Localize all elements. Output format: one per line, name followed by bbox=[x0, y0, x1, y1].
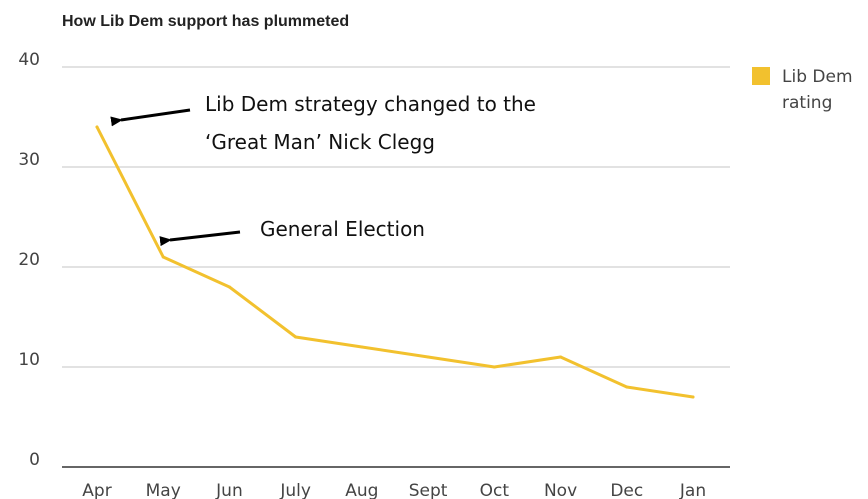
y-tick-label: 0 bbox=[29, 450, 40, 470]
x-tick-label: Nov bbox=[544, 481, 577, 499]
annotations: Lib Dem strategy changed to the ‘Great M… bbox=[110, 92, 536, 247]
data-point bbox=[691, 395, 695, 399]
x-tick-label: Jun bbox=[215, 481, 243, 499]
y-tick-label: 40 bbox=[18, 50, 40, 70]
data-point bbox=[625, 385, 629, 389]
annotation-arrow-election bbox=[159, 230, 241, 247]
annotation-arrow-strategy bbox=[110, 108, 191, 127]
data-point bbox=[360, 345, 364, 349]
annotation-strategy-line-1: Lib Dem strategy changed to the bbox=[205, 92, 536, 116]
x-tick-label: Sept bbox=[409, 481, 448, 499]
data-point bbox=[426, 355, 430, 359]
legend-label-line-2: rating bbox=[782, 93, 832, 113]
y-tick-label: 10 bbox=[18, 350, 40, 370]
x-tick-label: July bbox=[279, 481, 311, 499]
x-tick-label: Oct bbox=[480, 481, 510, 499]
legend-label-line-1: Lib Dem bbox=[782, 67, 853, 87]
x-tick-label: May bbox=[146, 481, 181, 499]
data-point bbox=[227, 285, 231, 289]
y-axis-ticks: 0 10 20 30 40 bbox=[18, 50, 40, 470]
series-line-lib-dem-rating bbox=[95, 125, 695, 399]
chart-title: How Lib Dem support has plummeted bbox=[62, 13, 349, 30]
grid-layer bbox=[62, 66, 730, 468]
y-tick-label: 20 bbox=[18, 250, 40, 270]
data-point bbox=[95, 125, 99, 129]
data-point bbox=[294, 335, 298, 339]
data-point bbox=[492, 365, 496, 369]
legend: Lib Dem rating bbox=[752, 67, 853, 113]
x-tick-label: Aug bbox=[345, 481, 378, 499]
x-tick-label: Apr bbox=[82, 481, 111, 499]
y-tick-label: 30 bbox=[18, 150, 40, 170]
annotation-strategy-line-2: ‘Great Man’ Nick Clegg bbox=[205, 130, 435, 154]
x-axis-ticks: Apr May Jun July Aug Sept Oct Nov Dec Jan bbox=[82, 481, 706, 499]
legend-swatch bbox=[752, 67, 770, 85]
x-tick-label: Dec bbox=[610, 481, 643, 499]
data-point bbox=[161, 255, 165, 259]
annotation-election-line-1: General Election bbox=[260, 217, 425, 241]
x-tick-label: Jan bbox=[679, 481, 706, 499]
data-point bbox=[559, 355, 563, 359]
series-layer bbox=[95, 125, 695, 399]
